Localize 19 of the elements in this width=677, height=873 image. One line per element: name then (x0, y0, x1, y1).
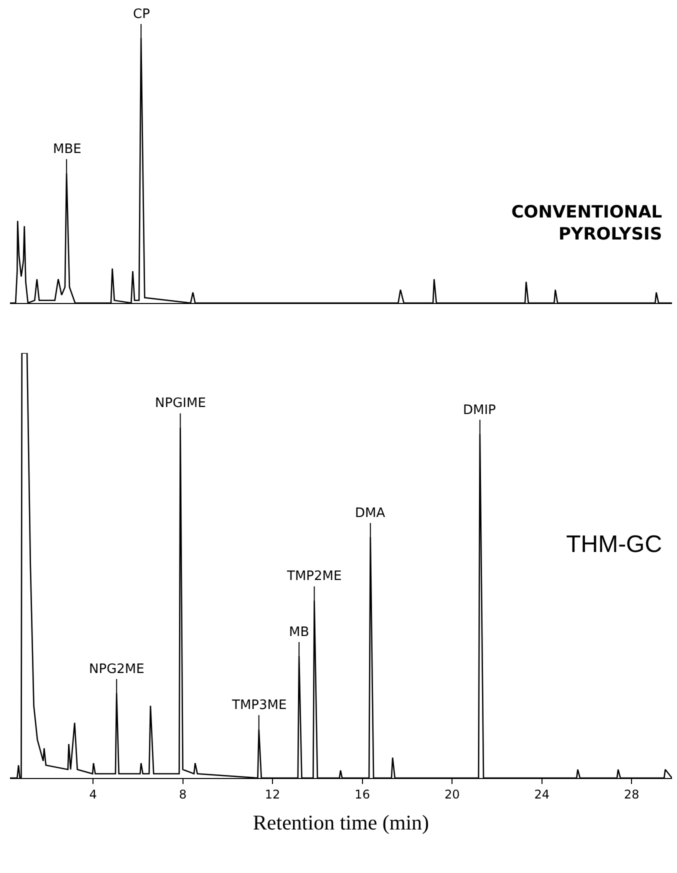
x-tick-label: 8 (178, 787, 187, 802)
annotation: MBE (53, 142, 82, 157)
x-tick-label: 20 (444, 787, 460, 802)
x-tick-label: 16 (354, 787, 370, 802)
x-tick-label: 28 (624, 787, 640, 802)
x-axis-title: Retention time (min) (252, 810, 430, 835)
x-tick-label: 24 (534, 787, 550, 802)
annotation: NPG2ME (89, 662, 144, 677)
annotation: DMIP (463, 403, 496, 418)
annotation: TMP3ME (231, 698, 287, 713)
annotation: TMP2ME (286, 569, 342, 584)
text: CONVENTIONAL PYROLYSIS (511, 202, 662, 244)
text: THM-GC (566, 531, 662, 558)
x-tick-label: 12 (264, 787, 280, 802)
annotation: DMA (355, 506, 386, 521)
annotation: NPGIME (155, 396, 206, 411)
annotation: CP (133, 7, 150, 22)
x-tick-label: 4 (89, 787, 97, 802)
annotation: MB (289, 625, 310, 640)
